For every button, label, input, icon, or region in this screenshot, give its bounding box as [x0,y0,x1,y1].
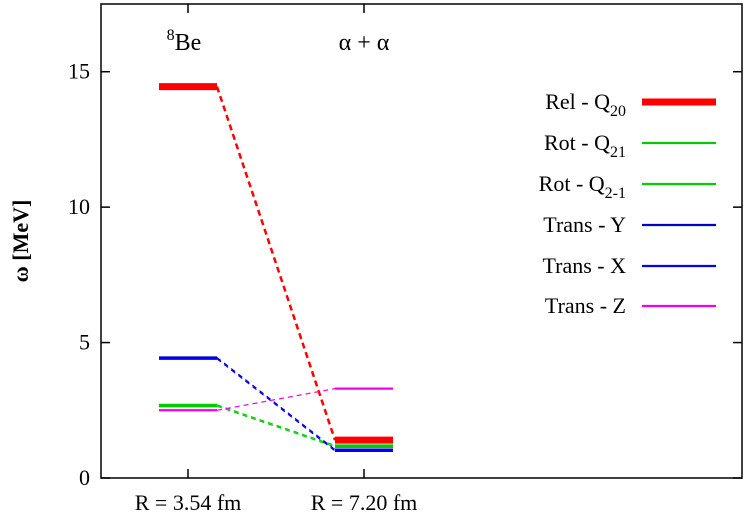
legend-label-subscript: 20 [610,103,626,120]
x-tick-label: R = 3.54 fm [135,490,242,515]
legend-label-subscript: 21 [610,144,626,161]
y-tick-label: 15 [68,59,90,84]
legend-label-text: Rel - Q [545,89,610,114]
y-tick-label: 0 [79,465,90,490]
column-header-superscript: 8 [167,27,175,44]
legend-label-text: Rot - Q [539,171,605,196]
legend-label-text: Rot - Q [544,130,610,155]
connector-line [215,86,337,441]
connector-line [216,356,336,451]
legend-label-text: Trans - Y [543,212,626,237]
y-tick-label: 10 [68,194,90,219]
connector-line [216,388,336,411]
x-tick-label: R = 7.20 fm [311,490,418,515]
connector-line [216,358,336,452]
column-header-text: Be [175,30,202,56]
y-tick-label: 5 [79,330,90,355]
legend-label: Trans - Z [545,293,626,318]
column-headers: 8Be α + α [167,27,390,56]
legend-label-text: Trans - X [542,253,626,278]
legend-label: Trans - X [542,253,626,278]
connector-line [216,405,336,448]
x-axis: R = 3.54 fm R = 7.20 fm [135,4,418,515]
y-axis-label: ω [MeV] [8,200,33,283]
energy-levels [159,83,393,453]
legend-label: Rot - Q2-1 [539,171,626,202]
connector-line [216,404,336,447]
connector-lines [215,86,337,452]
legend-label: Rel - Q20 [545,89,626,120]
legend-label-subscript: 2-1 [605,185,626,202]
column-header: 8Be [167,27,202,56]
plot-frame [100,3,743,479]
y-axis: 0 5 10 15 [68,59,742,490]
legend-label-text: Trans - Z [545,293,626,318]
legend-label: Rot - Q21 [544,130,626,161]
legend-label: Trans - Y [543,212,626,237]
column-header: α + α [339,30,390,56]
